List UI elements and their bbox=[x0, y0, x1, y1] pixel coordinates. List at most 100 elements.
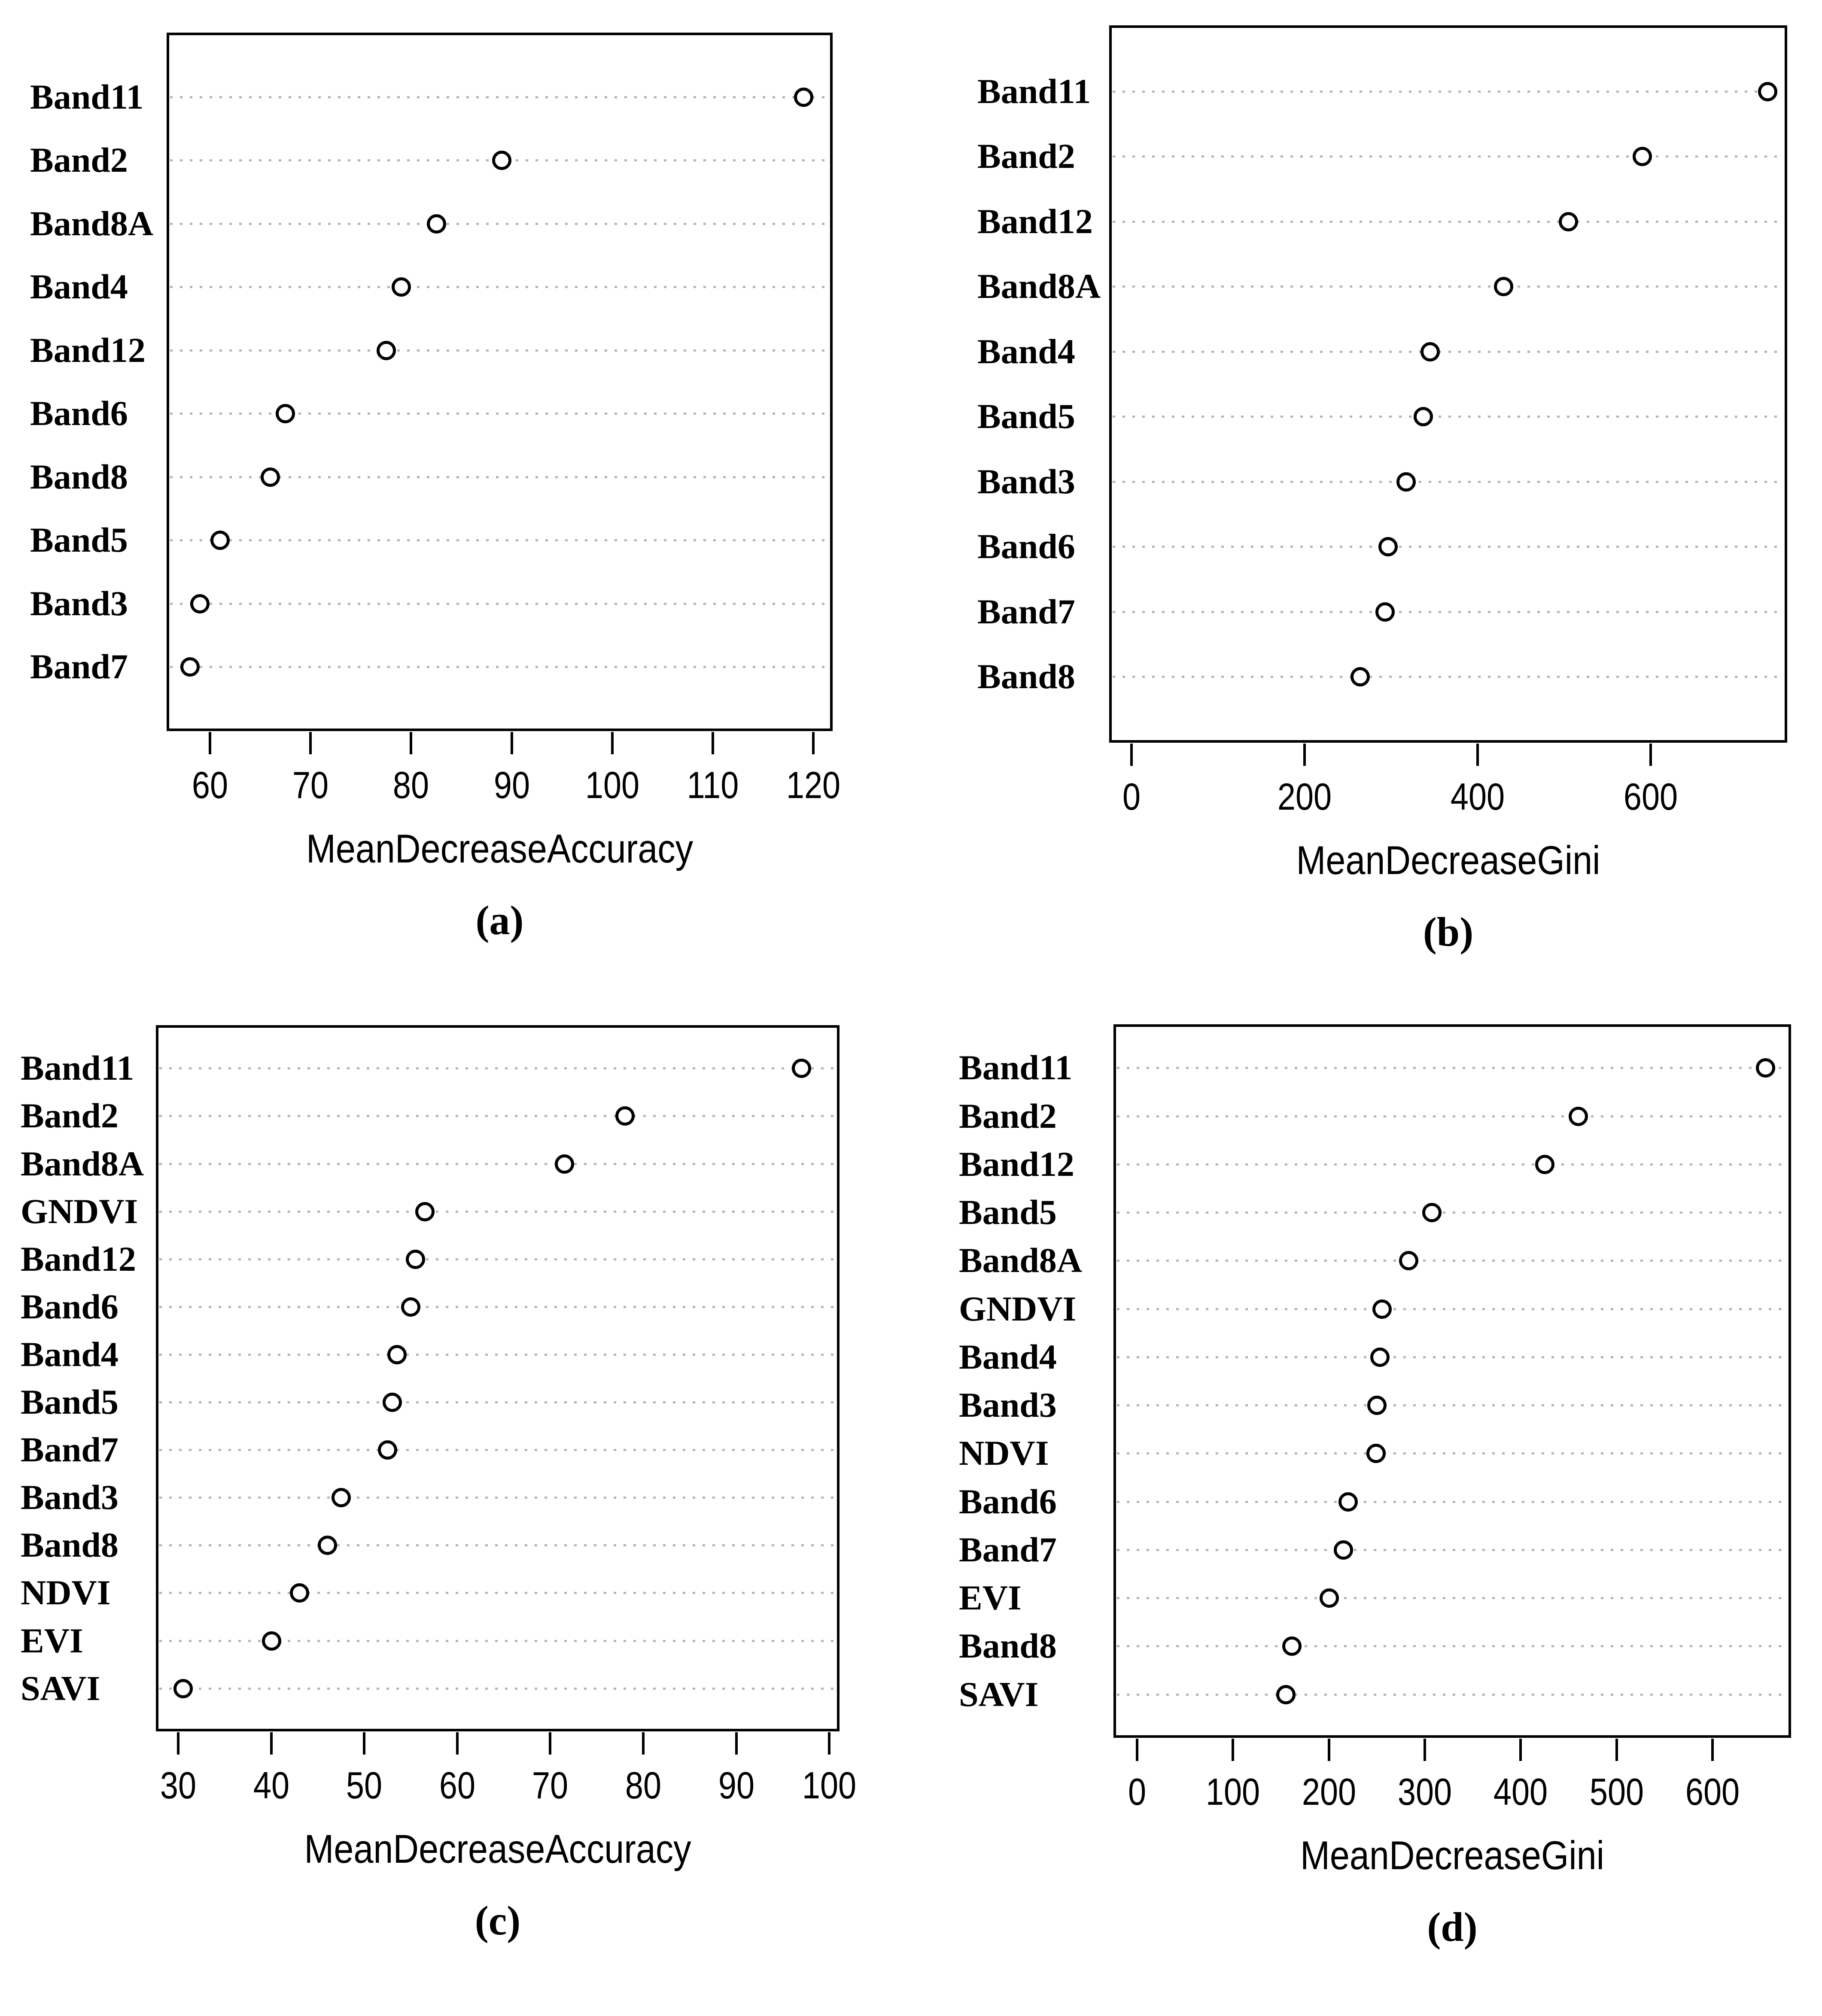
y-tick-label-band2: Band2 bbox=[21, 1096, 119, 1136]
y-tick-label-band8a: Band8A bbox=[21, 1144, 144, 1183]
data-point-band7 bbox=[378, 1440, 398, 1460]
data-point-band8a bbox=[1399, 1251, 1419, 1271]
panel-caption-c: (c) bbox=[475, 1898, 521, 1943]
y-tick-label-band4: Band4 bbox=[977, 331, 1075, 371]
x-axis-tick bbox=[176, 1732, 179, 1755]
data-point-band11 bbox=[1755, 1058, 1775, 1078]
gridline bbox=[159, 1210, 836, 1213]
x-axis-tick bbox=[735, 1732, 738, 1755]
x-axis-title-b: MeanDecreaseGini bbox=[1296, 838, 1600, 883]
data-point-evi bbox=[1319, 1588, 1339, 1608]
data-point-band8a bbox=[554, 1154, 574, 1174]
y-tick-label-band7: Band7 bbox=[977, 592, 1075, 631]
gridline bbox=[159, 1115, 836, 1117]
panel-caption-b: (b) bbox=[1423, 909, 1474, 955]
y-tick-label-gndvi: GNDVI bbox=[959, 1289, 1077, 1328]
x-tick-label-400: 400 bbox=[1450, 775, 1505, 818]
gridline bbox=[1117, 1500, 1788, 1503]
y-tick-label-band5: Band5 bbox=[977, 397, 1075, 436]
x-tick-label-80: 80 bbox=[625, 1764, 662, 1807]
data-point-band2 bbox=[615, 1106, 635, 1126]
gridline bbox=[1113, 155, 1784, 158]
gridline bbox=[1113, 480, 1784, 483]
x-tick-label-70: 70 bbox=[532, 1764, 569, 1807]
y-tick-label-evi: EVI bbox=[21, 1621, 83, 1660]
data-point-band5 bbox=[1414, 407, 1433, 427]
data-point-band4 bbox=[1370, 1347, 1390, 1367]
gridline bbox=[170, 666, 829, 668]
x-axis-tick bbox=[1136, 1739, 1139, 1761]
y-tick-label-band4: Band4 bbox=[959, 1337, 1057, 1376]
gridline bbox=[1117, 1260, 1788, 1262]
gridline bbox=[1113, 610, 1784, 613]
x-tick-label-90: 90 bbox=[493, 764, 530, 806]
gridline bbox=[170, 286, 829, 288]
plot-area-b bbox=[1109, 25, 1787, 743]
data-point-band2 bbox=[492, 151, 512, 170]
panel-c: MeanDecreaseAccuracy (c) Band11 Band2 Band… bbox=[0, 1008, 911, 2016]
gridline bbox=[159, 1640, 836, 1642]
data-point-band8 bbox=[1351, 667, 1370, 687]
x-axis-tick bbox=[1130, 744, 1133, 766]
y-tick-label-band8a: Band8A bbox=[30, 203, 154, 243]
plot-area-c bbox=[156, 1025, 840, 1731]
data-point-evi bbox=[262, 1631, 281, 1651]
y-tick-label-band8: Band8 bbox=[21, 1525, 119, 1565]
y-tick-label-band11: Band11 bbox=[977, 71, 1091, 111]
y-tick-label-band2: Band2 bbox=[959, 1096, 1057, 1136]
gridline bbox=[1113, 416, 1784, 418]
data-point-band5 bbox=[383, 1393, 402, 1412]
data-point-gndvi bbox=[415, 1202, 435, 1221]
data-point-band11 bbox=[792, 1059, 812, 1078]
gridline bbox=[1113, 220, 1784, 223]
gridline bbox=[170, 413, 829, 415]
x-axis-tick bbox=[712, 732, 715, 754]
gridline bbox=[170, 349, 829, 352]
x-tick-label-100: 100 bbox=[1206, 1770, 1260, 1813]
gridline bbox=[159, 1497, 836, 1499]
data-point-band3 bbox=[190, 594, 210, 613]
plot-area-a bbox=[167, 33, 833, 731]
y-tick-label-band8a: Band8A bbox=[959, 1241, 1083, 1280]
data-point-band6 bbox=[401, 1297, 421, 1317]
x-axis-tick bbox=[1232, 1739, 1235, 1761]
gridline bbox=[170, 539, 829, 542]
x-tick-label-0: 0 bbox=[1128, 1770, 1147, 1813]
data-point-band12 bbox=[1535, 1154, 1555, 1174]
gridline bbox=[1117, 1693, 1788, 1696]
gridline bbox=[1117, 1597, 1788, 1600]
data-point-band8 bbox=[1282, 1636, 1302, 1656]
gridline bbox=[159, 1449, 836, 1451]
data-point-savi bbox=[1276, 1685, 1296, 1704]
data-point-ndvi bbox=[289, 1583, 309, 1603]
x-axis-title-d: MeanDecreaseGini bbox=[1300, 1833, 1605, 1878]
x-tick-label-500: 500 bbox=[1589, 1770, 1644, 1813]
y-tick-label-band3: Band3 bbox=[21, 1478, 119, 1517]
gridline bbox=[1113, 546, 1784, 548]
x-axis-tick bbox=[270, 1732, 273, 1755]
x-tick-label-40: 40 bbox=[253, 1764, 289, 1807]
x-axis-tick bbox=[1615, 1739, 1618, 1761]
x-axis-tick bbox=[1476, 744, 1479, 766]
gridline bbox=[1117, 1452, 1788, 1455]
y-tick-label-band7: Band7 bbox=[30, 647, 128, 686]
x-axis-tick bbox=[410, 732, 413, 754]
x-tick-label-200: 200 bbox=[1278, 775, 1332, 818]
x-axis-tick bbox=[510, 732, 513, 754]
x-tick-label-600: 600 bbox=[1685, 1770, 1740, 1813]
x-axis-tick bbox=[812, 732, 815, 754]
data-point-savi bbox=[173, 1679, 193, 1698]
gridline bbox=[159, 1353, 836, 1356]
x-tick-label-0: 0 bbox=[1122, 775, 1141, 818]
gridline bbox=[1117, 1211, 1788, 1214]
y-tick-label-band5: Band5 bbox=[30, 520, 128, 560]
gridline bbox=[170, 96, 829, 98]
y-tick-label-band6: Band6 bbox=[21, 1287, 119, 1326]
y-tick-label-band11: Band11 bbox=[959, 1048, 1073, 1087]
x-axis-tick bbox=[1519, 1739, 1522, 1761]
x-tick-label-200: 200 bbox=[1302, 1770, 1356, 1813]
x-tick-label-100: 100 bbox=[802, 1764, 857, 1807]
y-tick-label-band8: Band8 bbox=[977, 657, 1075, 696]
gridline bbox=[159, 1592, 836, 1594]
x-tick-label-70: 70 bbox=[292, 764, 329, 806]
